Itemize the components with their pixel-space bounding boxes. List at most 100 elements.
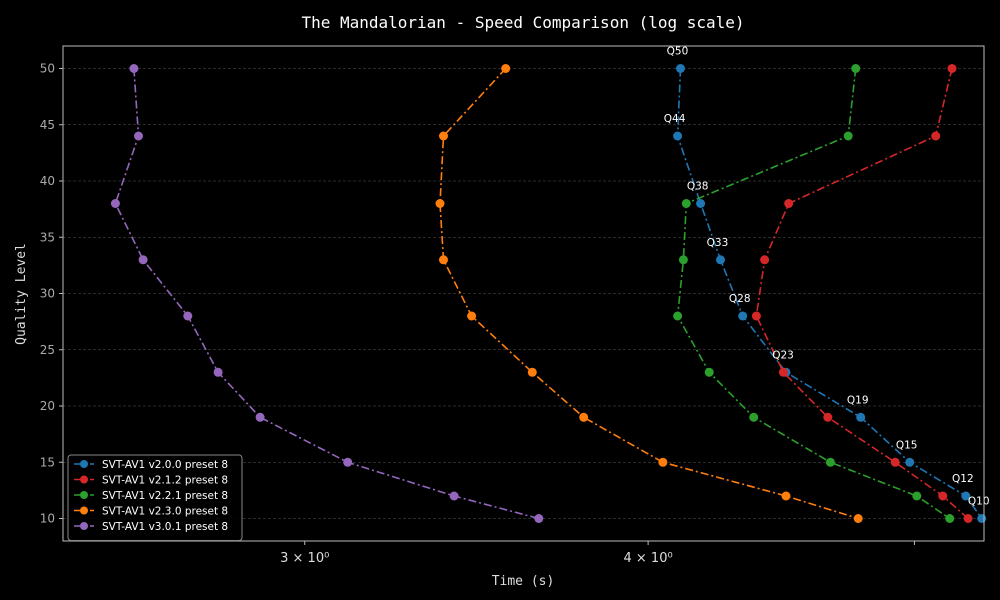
data-point	[851, 64, 861, 73]
series-line	[439, 67, 859, 520]
data-point	[673, 131, 683, 141]
data-point	[343, 457, 353, 467]
y-tick-label: 35	[40, 230, 55, 244]
y-tick-label: 45	[40, 118, 55, 132]
data-point	[134, 131, 143, 141]
point-label: Q50	[667, 46, 689, 58]
point-label: Q28	[729, 293, 751, 305]
y-tick-label: 40	[40, 174, 55, 188]
y-tick-label: 50	[40, 62, 55, 76]
point-label: Q10	[968, 496, 990, 508]
series-line	[755, 68, 969, 520]
series-layer	[110, 64, 987, 523]
data-point	[696, 199, 706, 208]
point-label: Q15	[896, 439, 918, 451]
data-point	[931, 131, 941, 141]
data-point	[658, 457, 668, 467]
data-point	[527, 367, 537, 377]
data-point	[784, 199, 794, 208]
legend-item: SVT-AV1 v2.1.2 preset 8	[74, 475, 228, 487]
point-label: Q19	[847, 394, 869, 406]
series-3	[435, 64, 863, 523]
data-point	[760, 255, 770, 265]
legend: SVT-AV1 v2.0.0 preset 8 SVT-AV1 v2.1.2 pr…	[67, 454, 243, 541]
data-point	[938, 491, 948, 501]
series-1	[751, 64, 973, 523]
data-point	[778, 367, 788, 377]
data-point	[825, 457, 835, 467]
data-point	[138, 255, 148, 265]
y-axis-label: Quality Level	[14, 243, 29, 345]
x-tick-label: 3 × 10⁰	[280, 551, 329, 566]
data-point	[961, 491, 971, 501]
data-point	[912, 491, 922, 501]
y-tick-label: 10	[40, 512, 55, 526]
legend-label: SVT-AV1 v3.0.1 preset 8	[102, 521, 228, 533]
data-point	[255, 412, 265, 422]
y-tick-label: 20	[40, 399, 55, 413]
data-point	[213, 367, 223, 377]
legend-label: SVT-AV1 v2.0.0 preset 8	[102, 459, 228, 471]
axis-ticks: 10 15 20 25 30 35 40 45 50 3 × 10⁰ 4 × 10⁰	[40, 62, 915, 566]
data-point	[681, 199, 691, 208]
data-point	[110, 199, 120, 208]
data-point	[183, 311, 193, 321]
legend-swatch-marker	[80, 506, 88, 515]
data-point	[449, 491, 459, 501]
legend-label: SVT-AV1 v2.3.0 preset 8	[102, 506, 228, 518]
data-point	[467, 311, 477, 321]
data-point	[977, 514, 987, 523]
legend-item: SVT-AV1 v3.0.1 preset 8	[74, 521, 228, 533]
data-point	[751, 311, 761, 321]
data-point	[704, 367, 714, 377]
legend-swatch-marker	[80, 522, 88, 530]
data-point	[823, 412, 833, 422]
legend-item: SVT-AV1 v2.0.0 preset 8	[74, 459, 228, 471]
data-point	[439, 131, 448, 141]
data-point	[843, 131, 853, 141]
y-tick-label: 25	[40, 343, 55, 357]
legend-swatch-marker	[80, 475, 88, 484]
data-point	[905, 457, 915, 467]
y-tick-label: 15	[40, 455, 55, 469]
data-point	[853, 514, 863, 523]
data-point	[945, 514, 955, 523]
y-tick-label: 30	[40, 287, 55, 301]
chart-title: The Mandalorian - Speed Comparison (log …	[301, 13, 744, 32]
series-line	[676, 68, 983, 519]
point-label: Q38	[687, 181, 709, 193]
series-4	[110, 64, 544, 523]
data-point	[676, 64, 685, 73]
x-axis-label: Time (s)	[492, 574, 555, 589]
data-point	[435, 199, 445, 208]
data-point	[129, 64, 139, 73]
legend-item: SVT-AV1 v2.2.1 preset 8	[74, 490, 228, 502]
series-0	[673, 64, 987, 523]
data-point	[534, 514, 544, 523]
legend-item: SVT-AV1 v2.3.0 preset 8	[74, 506, 228, 518]
data-point	[678, 255, 688, 265]
data-point	[738, 311, 748, 321]
legend-swatch-marker	[80, 460, 88, 468]
data-point	[947, 64, 957, 73]
data-point	[963, 514, 973, 523]
point-label: Q12	[952, 473, 974, 485]
series-2	[673, 64, 955, 523]
x-tick-label: 4 × 10⁰	[624, 551, 673, 566]
data-point	[501, 64, 511, 73]
data-point	[716, 255, 725, 265]
legend-box	[67, 454, 243, 541]
data-point	[749, 412, 759, 422]
data-point	[439, 255, 448, 265]
point-label: Q33	[707, 237, 729, 249]
legend-swatch-marker	[80, 491, 88, 499]
point-label: Q23	[772, 349, 794, 361]
data-point	[856, 412, 866, 422]
data-point	[781, 491, 791, 501]
series-line	[676, 68, 951, 520]
legend-label: SVT-AV1 v2.1.2 preset 8	[102, 475, 228, 487]
data-point	[673, 311, 683, 321]
point-label: Q44	[664, 113, 686, 125]
data-point	[890, 457, 900, 467]
